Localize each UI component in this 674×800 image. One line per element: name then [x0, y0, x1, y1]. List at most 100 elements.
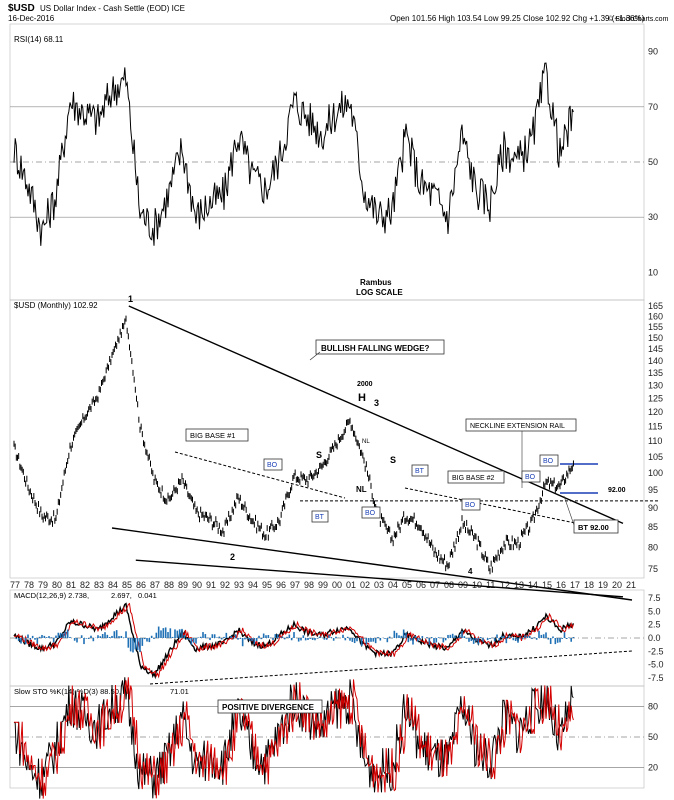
year-tick-01: 01	[346, 580, 356, 590]
year-tick-94: 94	[248, 580, 258, 590]
bt-box-2	[411, 464, 429, 477]
price-tick-12: 105	[648, 452, 663, 462]
price-tick-18: 75	[648, 564, 658, 574]
price-tick-1: 160	[648, 311, 663, 321]
neckline-label: NL	[356, 485, 367, 494]
point-2-label: 2	[230, 552, 235, 562]
year-tick-93: 93	[234, 580, 244, 590]
symbol: $USD	[8, 3, 35, 14]
rsi-label: RSI(14) 68.11	[14, 35, 64, 44]
wedge-label-box	[315, 339, 445, 355]
sto-tick-1: 50	[648, 732, 658, 742]
year-tick-98: 98	[304, 580, 314, 590]
head-label: H	[358, 392, 366, 404]
chart-date: 16-Dec-2016	[8, 14, 55, 23]
year-tick-82: 82	[80, 580, 90, 590]
sto-tick-0: 80	[648, 701, 658, 711]
base2-label: BIG BASE #2	[452, 475, 495, 482]
base1-label-box	[185, 428, 249, 442]
year-tick-80: 80	[52, 580, 62, 590]
macd-tick-3: 0.0	[648, 633, 661, 643]
sto-signal-line	[14, 677, 574, 799]
price-tick-10: 115	[648, 421, 662, 431]
lower-wedge-line	[111, 527, 633, 601]
wedge-label: BULLISH FALLING WEDGE?	[321, 344, 430, 353]
price-tick-4: 145	[648, 344, 663, 354]
price-tick-3: 150	[648, 333, 663, 343]
year-tick-85: 85	[122, 580, 132, 590]
year-tick-81: 81	[66, 580, 76, 590]
price-tick-17: 80	[648, 542, 658, 552]
year-tick-18: 18	[584, 580, 594, 590]
rsi-line	[13, 62, 574, 246]
bo-box-3	[461, 498, 481, 511]
year-tick-02: 02	[360, 580, 370, 590]
macd-tick-4: -2.5	[648, 646, 664, 656]
sto-line	[13, 677, 574, 799]
price-tick-15: 90	[648, 503, 658, 513]
log-scale-note: LOG SCALE	[356, 288, 403, 297]
price-tick-9: 120	[648, 407, 663, 417]
sto-label: Slow STO %K(14) %D(3) 88.50,	[14, 687, 121, 696]
year-tick-10: 10	[472, 580, 482, 590]
macd-tick-6: -7.5	[648, 673, 664, 683]
wedge-callout	[309, 351, 321, 361]
right-shoulder-label: S	[390, 455, 396, 465]
rsi-tick-1: 70	[648, 102, 658, 112]
year-tick-05: 05	[402, 580, 412, 590]
bo-label-4: BO	[525, 474, 536, 481]
price-tick-5: 140	[648, 356, 663, 366]
year-tick-96: 96	[276, 580, 286, 590]
bo-box-4	[521, 470, 541, 483]
bo-box-5	[539, 454, 559, 467]
year-tick-07: 07	[430, 580, 440, 590]
year-tick-20: 20	[612, 580, 622, 590]
price-tick-14: 95	[648, 485, 658, 495]
index-name: US Dollar Index - Cash Settle (EOD) ICE	[40, 4, 185, 13]
point-3-label: 3	[374, 398, 379, 408]
base2-label-box	[447, 470, 505, 484]
price-tick-2: 155	[648, 322, 663, 332]
bo-box-1	[263, 458, 283, 471]
year-tick-08: 08	[444, 580, 454, 590]
rsi-tick-0: 90	[648, 47, 658, 57]
year-2000-label: 2000	[357, 381, 373, 388]
year-tick-88: 88	[164, 580, 174, 590]
price-panel	[9, 299, 645, 579]
author-note: Rambus	[360, 278, 392, 287]
price-tick-11: 110	[648, 436, 662, 446]
year-tick-14: 14	[528, 580, 538, 590]
year-tick-84: 84	[108, 580, 118, 590]
rsi-tick-2: 50	[648, 157, 658, 167]
year-tick-00: 00	[332, 580, 342, 590]
year-tick-15: 15	[542, 580, 552, 590]
trendline-1	[135, 559, 624, 598]
year-tick-89: 89	[178, 580, 188, 590]
year-tick-87: 87	[150, 580, 160, 590]
base1-label: BIG BASE #1	[190, 431, 235, 440]
price-label: $USD (Monthly) 102.92	[14, 301, 98, 310]
price-tick-7: 130	[648, 381, 663, 391]
year-tick-16: 16	[556, 580, 566, 590]
price-tick-16: 85	[648, 522, 658, 532]
level-92-label: 92.00	[608, 487, 626, 494]
bt-label-2: BT	[415, 468, 425, 475]
point-4-label: 4	[468, 567, 473, 576]
year-tick-19: 19	[598, 580, 608, 590]
year-tick-99: 99	[318, 580, 328, 590]
bt92-callout	[563, 495, 575, 526]
macd-tick-2: 2.5	[648, 620, 661, 630]
year-tick-11: 11	[486, 580, 495, 590]
watermark: © StockCharts.com	[608, 15, 669, 23]
bo-label-1: BO	[267, 462, 278, 469]
macd-signal-label: 2.697,	[111, 591, 132, 600]
divergence-line	[149, 650, 633, 685]
macd-label: MACD(12,26,9) 2.738,	[14, 591, 89, 600]
year-tick-95: 95	[262, 580, 272, 590]
year-tick-77: 77	[10, 580, 20, 590]
macd-hist-label: 0.041	[138, 591, 157, 600]
ohlc-readout: Open 101.56 High 103.54 Low 99.25 Close …	[390, 14, 645, 23]
small-neckline-label: NL	[362, 439, 370, 445]
year-tick-92: 92	[220, 580, 230, 590]
